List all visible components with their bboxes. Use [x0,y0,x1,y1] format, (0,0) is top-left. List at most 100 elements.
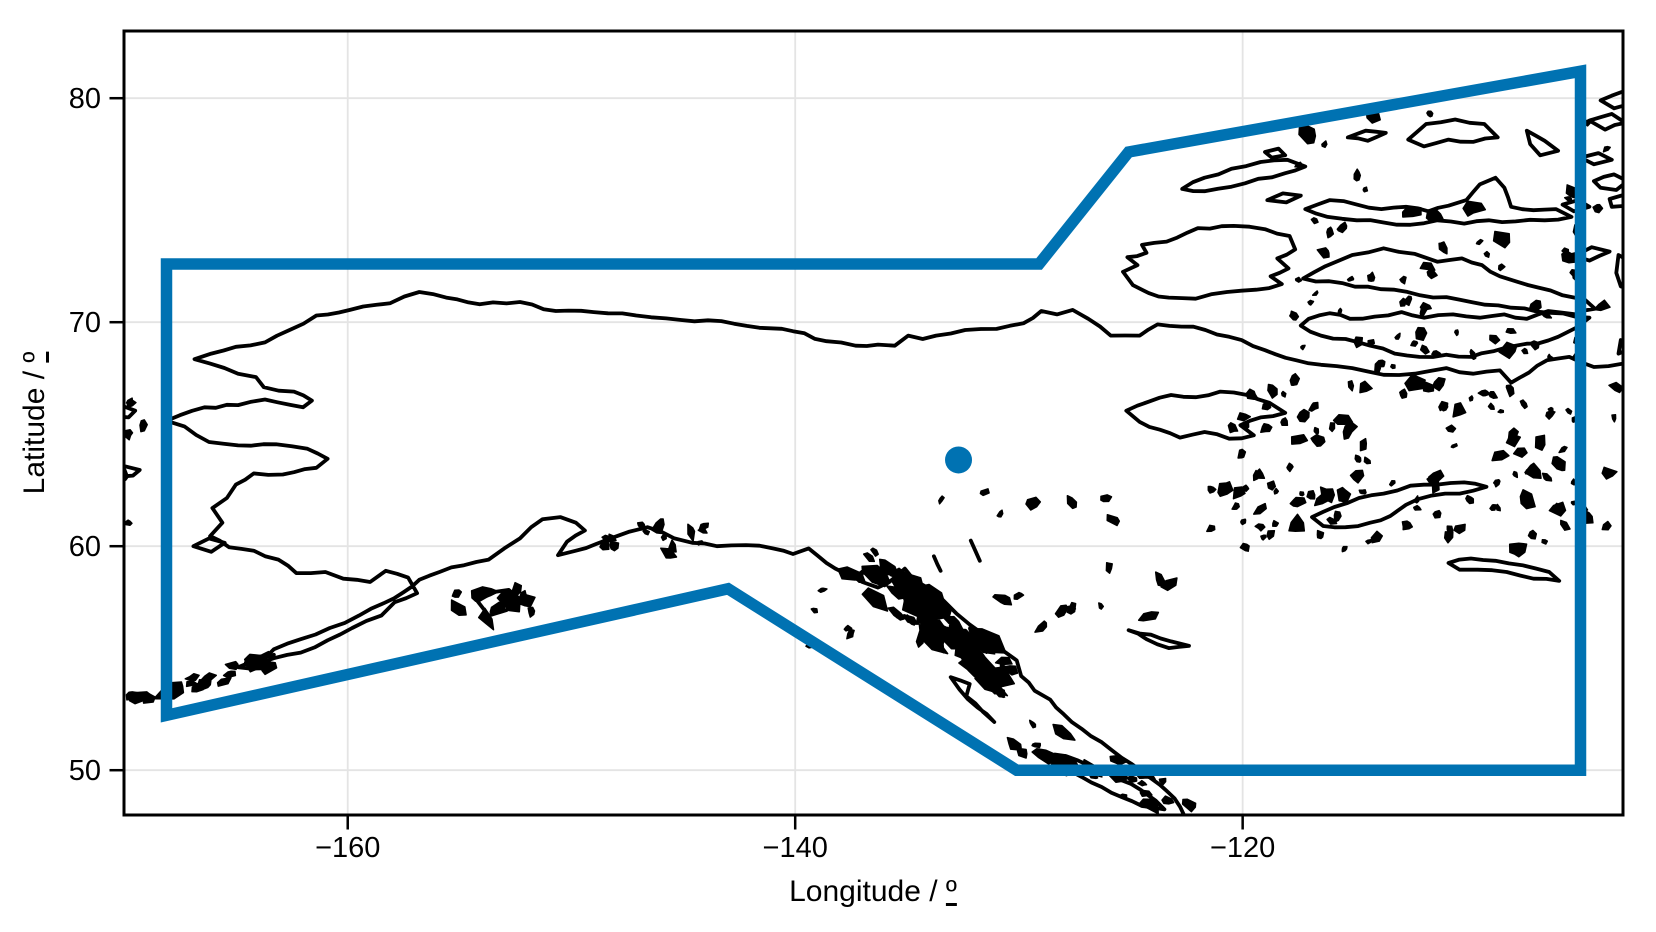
islet-prince-william-sound-bits [651,518,665,535]
islet-arctic-island-bits [1425,208,1444,223]
islet-arctic-island-bits [1492,230,1511,249]
coastline-lougheed-island [1345,128,1388,143]
islet-aleutian-islands [243,653,260,667]
islet-southeast-alaska-archipelago [862,552,876,563]
islet-prince-william-sound-bits [660,547,678,559]
axes-frame [122,29,1625,817]
islet-southeast-alaska-archipelago [905,614,916,626]
islet-arctic-island-bits [1316,247,1330,259]
islet-southeast-alaska-archipelago [954,628,976,645]
islet-nwt-lakes [1253,468,1266,480]
coastline-great-bear-lake [1124,389,1288,441]
islet-nwt-lakes [1310,434,1326,447]
islet-arctic-island-bits [1294,161,1305,169]
islet-nwt-lakes [1453,523,1466,535]
coastline-bathurst-island-west [1592,172,1623,192]
coastline-great-slave-lake [1310,480,1489,530]
islet-aleutian-islands [184,672,200,682]
islet-bc-coast-south [1119,793,1128,801]
plot-border [122,29,1625,817]
islet-arctic-island-bits [1505,327,1517,335]
islet-arctic-island-bits [1367,271,1376,282]
islet-kodiak-afognak-bits [527,606,536,618]
islet-yukon-bc-lakes [846,628,855,640]
islet-arctic-island-bits [1311,290,1319,296]
islet-arctic-island-bits [1346,275,1355,282]
islet-arctic-island-bits [1300,344,1306,351]
islet-nwt-lakes [1541,539,1549,545]
islet-coronation-gulf-islets [1521,347,1529,355]
islet-kodiak-afognak-bits [509,581,523,603]
islet-nwt-lakes [1260,422,1273,434]
islet-nwt-lakes [1245,388,1259,401]
islet-nwt-lakes [1492,478,1501,488]
islet-bc-coast-south [1031,742,1042,749]
islet-prince-william-sound-bits [687,523,696,542]
islet-arctic-island-bits [1426,110,1434,118]
islet-arctic-island-bits [1602,145,1611,153]
islet-arctic-island-bits [1294,276,1303,283]
islet-nwt-lakes [1316,529,1325,540]
islet-nwt-lakes [1527,529,1538,540]
coastline-melville-island [1303,175,1574,227]
islet-nwt-lakes [1404,373,1426,392]
islet-bc-coast-south [1016,747,1028,759]
islet-bc-coast-south [1006,736,1022,751]
islet-nwt-lakes [1495,503,1501,512]
islet-southeast-alaska-archipelago [964,662,974,673]
islet-nwt-lakes [1239,542,1250,552]
islet-nwt-lakes [1388,479,1396,487]
islet-arctic-island-bits [1438,241,1448,255]
islet-nwt-lakes [1359,437,1368,452]
islet-arctic-island-bits [1475,238,1484,246]
islet-bc-coast-south [1193,814,1195,815]
islet-bc-coast-south [1138,798,1159,815]
islet-nwt-lakes [1240,518,1247,526]
islet-nwt-lakes [1336,486,1352,505]
islet-nwt-lakes [1505,384,1515,398]
site-marker-dot [945,446,973,474]
islet-yukon-bc-lakes [1025,496,1042,511]
islet-coronation-gulf-islets [1390,363,1396,370]
islet-nwt-lakes [1534,434,1546,451]
islet-bc-coast-south [1137,779,1148,787]
islet-nwt-lakes [1450,443,1458,449]
islet-bering-left-edge-bits [124,428,134,441]
islet-yukon-bc-lakes [1034,620,1048,633]
islet-nwt-lakes [1333,510,1342,523]
islet-nwt-lakes [1468,395,1474,402]
islet-nwt-lakes [1313,426,1320,435]
islet-nwt-lakes [1413,504,1422,511]
islet-nwt-lakes [1313,491,1331,507]
islet-prince-william-sound-bits [609,540,620,552]
islet-nwt-lakes [1512,470,1519,479]
islet-yukon-bc-lakes [817,587,828,594]
islet-nwt-lakes [1446,525,1454,535]
islet-nwt-lakes [1489,504,1497,512]
islet-nwt-lakes [1554,502,1562,510]
islet-coronation-gulf-islets [1530,340,1540,351]
islet-nwt-lakes [1288,513,1306,532]
coastline-st-lawrence-island-clipped [124,464,142,479]
islet-aleutian-islands [224,660,239,671]
islet-nwt-lakes [1332,414,1354,426]
islet-nwt-lakes [1560,519,1571,531]
coastline-nunivak-island [191,536,227,554]
islet-nwt-lakes [1497,408,1505,414]
islet-southeast-alaska-archipelago [914,601,935,623]
islet-southeast-alaska-archipelago [861,587,889,612]
islet-arctic-island-bits [1336,221,1348,234]
islet-nwt-lakes [1306,489,1316,500]
islet-coronation-gulf-islets [1547,353,1554,360]
coastlines-layer [124,89,1623,829]
islet-kodiak-afognak-bits [477,607,495,631]
islet-bering-left-edge-bits [139,419,148,433]
islet-yukon-bc-lakes [1100,494,1113,503]
coastline-ellef-ringnes-island [1406,117,1500,149]
islet-prince-william-sound-bits [599,535,610,551]
islet-bc-coast-south [1186,818,1205,829]
islet-nwt-lakes [1342,420,1358,440]
islet-nwt-lakes [1231,502,1240,511]
x-tick-label: −120 [1210,832,1275,864]
